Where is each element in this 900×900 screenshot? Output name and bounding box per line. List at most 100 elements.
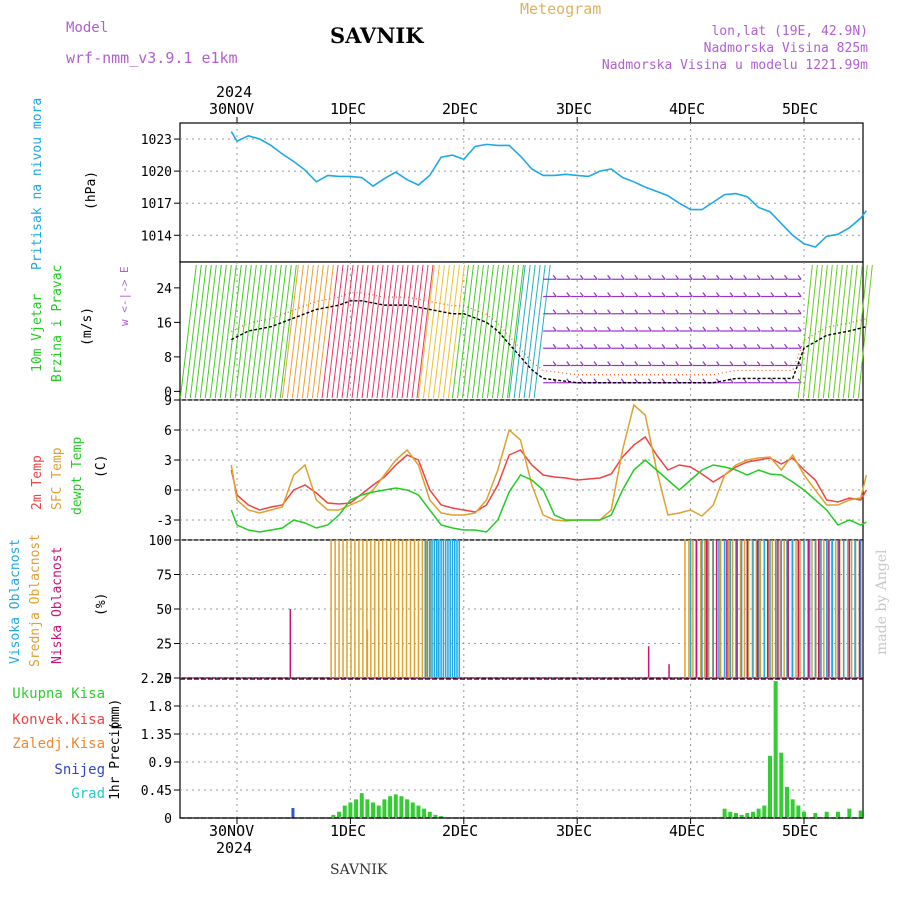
wind-barb-shaft bbox=[366, 264, 384, 399]
wind-barb-flag bbox=[729, 292, 734, 297]
temp-tick-label: 0 bbox=[164, 484, 172, 499]
wind-barb-flag bbox=[784, 309, 788, 315]
wind-barb-shaft bbox=[291, 264, 309, 399]
wind-barb-flag bbox=[797, 309, 802, 315]
wind-barb-flag bbox=[675, 326, 680, 332]
wind-barb-shaft bbox=[189, 264, 207, 399]
cloud-tick-label: 50 bbox=[156, 603, 172, 618]
wind-speed-line bbox=[231, 300, 867, 384]
wind-barb-shaft bbox=[281, 264, 299, 399]
wind-barb-shaft bbox=[406, 264, 424, 399]
panel-frame bbox=[179, 399, 864, 541]
wind-barb-flag bbox=[784, 343, 788, 349]
wind-barb-shaft bbox=[822, 264, 838, 399]
wind-barb-flag bbox=[688, 378, 693, 384]
wind-barb-shaft bbox=[523, 264, 541, 399]
precip-bar bbox=[790, 799, 795, 818]
wind-barb-flag bbox=[797, 274, 802, 280]
wind-barb-shaft bbox=[518, 264, 536, 399]
wind-barb-shaft bbox=[361, 264, 379, 399]
precip-bar bbox=[728, 811, 733, 818]
wind-barb-shaft bbox=[832, 264, 848, 399]
wind-barb-flag bbox=[593, 326, 598, 332]
wind-barb-shaft bbox=[437, 264, 455, 399]
wind-barb-flag bbox=[688, 343, 693, 349]
precip-bar bbox=[376, 805, 381, 818]
wind-barb-shaft bbox=[812, 264, 828, 399]
temp-tick-label: 3 bbox=[164, 454, 172, 469]
wind-barb-flag bbox=[715, 309, 720, 315]
temp-tick-label: -3 bbox=[156, 514, 172, 529]
date-top-5dec: 5DEC bbox=[782, 100, 819, 118]
wind-barb-flag bbox=[634, 343, 639, 349]
wind-barb-flag bbox=[756, 326, 761, 332]
precip-bar bbox=[813, 813, 818, 818]
wind-barb-flag bbox=[688, 292, 693, 297]
precip-bar bbox=[342, 805, 347, 818]
wind-gust-line bbox=[231, 292, 867, 376]
wind-barb-shaft bbox=[496, 264, 514, 399]
cloud-tick-label: 75 bbox=[156, 569, 172, 584]
wind-barb-flag bbox=[607, 326, 612, 332]
precip-bar bbox=[836, 811, 841, 818]
wind-barb-flag bbox=[579, 309, 584, 315]
date-top-3dec: 3DEC bbox=[556, 100, 593, 118]
wind-barb-flag bbox=[770, 361, 775, 366]
wind-barb-flag bbox=[552, 326, 557, 332]
wind-barb-shaft bbox=[432, 264, 450, 399]
wind-barb-flag bbox=[715, 361, 720, 366]
wind-barb-shaft bbox=[447, 264, 465, 399]
wind-barb-shaft bbox=[476, 264, 494, 399]
precip-bar bbox=[337, 811, 342, 818]
temp-2m-line bbox=[230, 435, 868, 513]
wind-barb-shaft bbox=[274, 264, 292, 399]
wind-barb-shaft bbox=[311, 264, 329, 399]
wind-barb-flag bbox=[593, 274, 598, 280]
wind-barb-shaft bbox=[506, 264, 524, 399]
wind-barb-flag bbox=[797, 378, 802, 384]
wind-barb-shaft bbox=[528, 264, 546, 399]
wind-barb-flag bbox=[661, 326, 666, 332]
wind-barb-shaft bbox=[244, 264, 262, 399]
wind-barb-flag bbox=[675, 343, 680, 349]
precip-bar bbox=[439, 816, 444, 818]
precip-bar bbox=[331, 814, 336, 818]
wind-barb-flag bbox=[607, 361, 612, 366]
wind-barb-flag bbox=[702, 361, 707, 366]
wind-barb-shaft bbox=[852, 264, 868, 399]
wind-barb-flag bbox=[593, 343, 598, 349]
precip-tick-label: 0.45 bbox=[141, 784, 172, 799]
wind-barb-shaft bbox=[386, 264, 404, 399]
precip-tick-label: 0 bbox=[164, 812, 172, 827]
precip-bar bbox=[359, 793, 364, 818]
wind-barb-shaft bbox=[214, 264, 232, 399]
wind-barb-flag bbox=[688, 309, 693, 315]
wind-barb-flag bbox=[593, 378, 598, 384]
wind-barb-flag bbox=[566, 326, 571, 332]
wind-barb-shaft bbox=[346, 264, 364, 399]
wind-barb-shaft bbox=[316, 264, 334, 399]
wind-barb-flag bbox=[620, 343, 625, 349]
legend-freezing-rain: Zaledj.Kisa bbox=[12, 736, 105, 752]
date-top-4dec: 4DEC bbox=[669, 100, 706, 118]
wind-barb-shaft bbox=[508, 264, 526, 399]
wind-barb-shaft bbox=[234, 264, 252, 399]
wind-barb-shaft bbox=[461, 264, 479, 399]
footer-station: SAVNIK bbox=[330, 862, 388, 878]
wind-barb-flag bbox=[647, 274, 652, 280]
wind-barb-shaft bbox=[204, 264, 222, 399]
precip-bar bbox=[779, 752, 784, 818]
precip-bar bbox=[410, 802, 415, 818]
precip-bar bbox=[739, 814, 744, 818]
wind-barb-flag bbox=[770, 309, 775, 315]
wind-barb-flag bbox=[702, 292, 707, 297]
precip-tick-label: 1.35 bbox=[141, 728, 172, 743]
wind-barb-shaft bbox=[396, 264, 414, 399]
precip-bar bbox=[722, 808, 727, 818]
precip-bar bbox=[784, 786, 789, 818]
wind-barb-flag bbox=[634, 309, 639, 315]
wind-barb-flag bbox=[579, 274, 584, 280]
wind-barb-flag bbox=[756, 343, 761, 349]
wind-barb-shaft bbox=[229, 264, 247, 399]
wind-barb-flag bbox=[620, 292, 625, 297]
